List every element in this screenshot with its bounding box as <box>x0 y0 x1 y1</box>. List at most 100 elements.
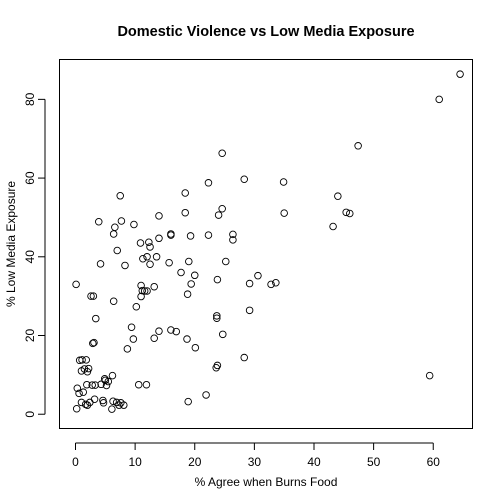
plot-frame <box>59 59 473 429</box>
data-point <box>150 282 158 291</box>
data-point <box>81 400 90 409</box>
y-axis: 0 20 40 60 80 <box>23 92 46 418</box>
data-point <box>354 142 362 150</box>
y-tick-label: 80 <box>23 92 37 106</box>
data-point <box>132 303 141 311</box>
data-point <box>109 230 118 238</box>
data-point <box>240 175 248 184</box>
data-point <box>134 380 143 389</box>
data-point <box>113 246 121 255</box>
data-point <box>108 371 117 380</box>
data-point <box>108 405 116 413</box>
data-point <box>146 260 154 269</box>
data-point <box>138 286 147 295</box>
data-point <box>245 279 254 288</box>
data-point <box>121 261 129 270</box>
data-point <box>184 397 192 406</box>
data-point <box>172 327 181 336</box>
chart-title: Domestic Violence vs Low Media Exposure <box>117 24 414 40</box>
data-point <box>142 380 151 389</box>
data-point <box>143 253 151 261</box>
data-point <box>167 326 175 334</box>
data-point <box>267 280 275 289</box>
data-point <box>181 208 189 217</box>
data-point <box>89 292 98 300</box>
data-point <box>136 239 145 247</box>
data-point <box>99 399 108 407</box>
data-point <box>218 205 226 213</box>
data-point <box>334 192 342 200</box>
x-tick-label: 30 <box>248 455 262 469</box>
data-point <box>191 343 200 352</box>
data-point <box>219 330 227 339</box>
data-point <box>181 189 189 197</box>
data-point <box>204 231 213 239</box>
data-point <box>245 306 254 315</box>
data-point <box>123 345 132 353</box>
data-point <box>75 389 83 398</box>
y-tick-label: 40 <box>23 250 37 264</box>
data-point <box>84 364 93 373</box>
data-point <box>127 323 136 331</box>
data-point <box>140 287 149 295</box>
data-point <box>86 398 94 407</box>
x-tick-label: 50 <box>367 455 381 469</box>
data-point <box>187 280 195 288</box>
data-point <box>456 70 464 78</box>
data-point <box>130 220 138 229</box>
data-point <box>72 404 81 413</box>
data-point <box>109 397 117 405</box>
data-point <box>280 209 288 217</box>
data-point <box>167 230 175 238</box>
data-point <box>165 258 173 267</box>
data-point <box>155 212 163 220</box>
data-point <box>120 401 128 409</box>
data-point <box>137 281 145 290</box>
data-point <box>83 380 91 389</box>
data-point <box>143 287 151 295</box>
data-point <box>92 314 100 323</box>
data-point <box>425 371 434 380</box>
data-point <box>229 236 237 244</box>
data-point <box>139 255 147 263</box>
data-point <box>152 253 161 261</box>
data-point <box>183 290 192 298</box>
data-point <box>202 391 210 399</box>
data-point <box>89 339 97 348</box>
data-point <box>254 271 262 280</box>
x-tick-label: 60 <box>427 455 441 469</box>
data-point <box>204 179 213 187</box>
data-point <box>155 327 163 335</box>
data-point <box>150 334 158 343</box>
data-point <box>96 260 105 268</box>
data-point <box>279 178 288 186</box>
data-point <box>87 292 95 300</box>
data-point <box>177 268 185 277</box>
data-point <box>146 243 154 251</box>
data-point <box>88 381 96 389</box>
data-point <box>90 395 99 404</box>
y-tick-label: 0 <box>23 411 37 418</box>
data-point <box>214 211 223 219</box>
data-point <box>218 149 226 158</box>
data-point <box>73 384 82 392</box>
data-point <box>72 280 80 289</box>
data-point <box>213 275 222 284</box>
data-point <box>229 230 237 239</box>
x-axis: 0 10 20 30 40 50 60 <box>72 442 441 469</box>
data-point <box>97 380 105 389</box>
data-point <box>137 292 145 301</box>
x-tick-label: 20 <box>188 455 202 469</box>
data-point <box>117 217 126 225</box>
x-tick-label: 40 <box>307 455 321 469</box>
data-point <box>240 353 248 362</box>
data-point <box>186 232 195 240</box>
x-axis-label: % Agree when Burns Food <box>195 475 338 489</box>
data-point <box>77 398 86 407</box>
data-point <box>129 335 138 343</box>
data-point <box>145 238 153 246</box>
y-tick-label: 60 <box>23 171 37 185</box>
data-point <box>272 279 280 287</box>
data-point <box>112 398 121 407</box>
